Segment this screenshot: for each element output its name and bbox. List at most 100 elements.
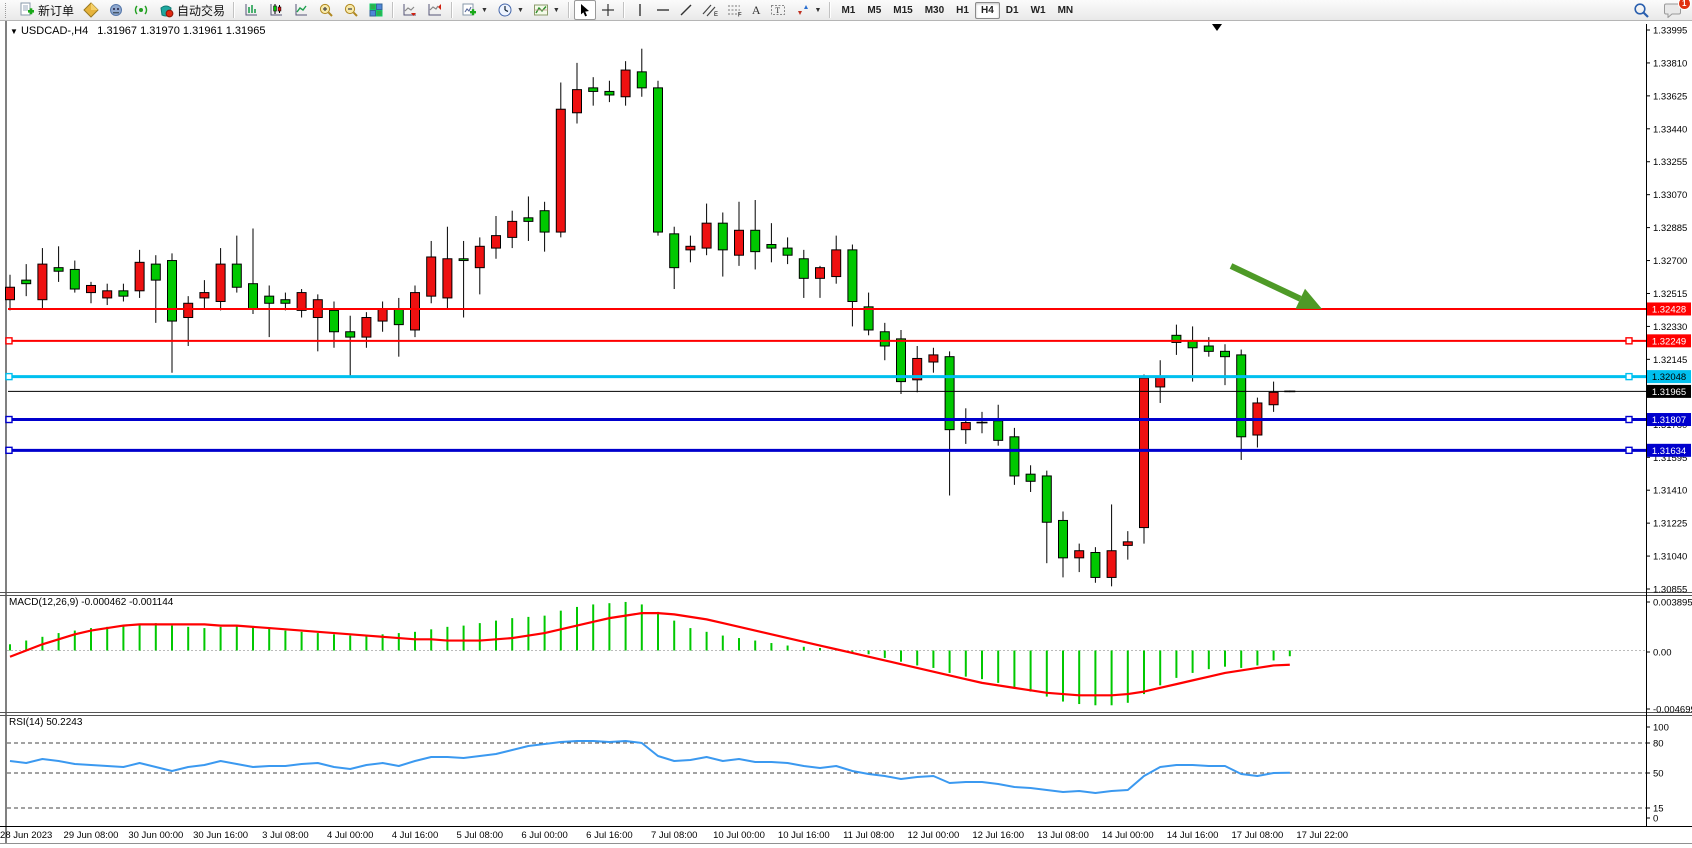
toolbar-separator — [451, 2, 454, 18]
timeframe-m30-button[interactable]: M30 — [924, 4, 945, 16]
time-axis-label: 7 Jul 08:00 — [651, 830, 697, 841]
candle-body-down — [1009, 436, 1020, 477]
line-anchor-handle[interactable] — [5, 415, 13, 424]
time-axis-label: 10 Jul 00:00 — [713, 830, 765, 841]
auto-trading-button[interactable]: 自动交易 — [154, 0, 229, 20]
indicators-button[interactable]: ▼ — [529, 0, 564, 20]
chart-dropdown-icon[interactable]: ▼ — [10, 27, 18, 36]
fibonacci-tool[interactable]: F — [723, 0, 747, 20]
timeframe-m1-button[interactable]: M1 — [841, 4, 856, 16]
line-anchor-handle[interactable] — [5, 372, 13, 381]
time-axis-label: 30 Jun 16:00 — [193, 830, 248, 841]
auto-scroll-button[interactable] — [398, 0, 422, 20]
cursor-button[interactable] — [573, 0, 596, 20]
chart-window[interactable] — [0, 21, 1692, 848]
line-anchor-handle[interactable] — [1625, 446, 1633, 455]
time-axis-label: 12 Jul 00:00 — [908, 830, 960, 841]
timeframe-h4-button[interactable]: H4 — [974, 1, 1000, 19]
notifications-button[interactable]: 1 — [1660, 0, 1691, 20]
price-tag-label: 1.32048 — [1652, 372, 1686, 383]
signals-button[interactable] — [129, 0, 153, 20]
trendline-tool[interactable] — [675, 0, 697, 20]
mql-community-button[interactable] — [79, 0, 103, 20]
svg-text:T: T — [775, 6, 780, 15]
candle-body-down — [345, 331, 356, 338]
timeframe-mn-button[interactable]: MN — [1057, 4, 1074, 16]
zoom-out-button[interactable] — [339, 0, 363, 20]
channel-icon: E — [702, 3, 718, 17]
line-chart-button[interactable] — [289, 0, 313, 20]
candlestick-chart-button[interactable] — [264, 0, 288, 20]
candle-body-up — [572, 89, 582, 114]
price-axis-label: 1.31225 — [1653, 519, 1687, 530]
line-anchor-handle[interactable] — [1625, 372, 1633, 381]
time-axis-label: 6 Jul 16:00 — [586, 830, 632, 841]
crosshair-button[interactable] — [597, 0, 619, 20]
scale-fix-marker-icon[interactable] — [1212, 24, 1222, 31]
candle-body-up — [102, 290, 113, 299]
candle-body-up — [134, 261, 145, 292]
price-axis-label: 1.31040 — [1653, 552, 1687, 563]
price-axis-label: 1.32885 — [1653, 223, 1687, 234]
chevron-down-icon: ▼ — [552, 6, 560, 14]
timeframe-m5-button[interactable]: M5 — [867, 4, 882, 16]
price-tag — [1647, 443, 1691, 457]
candle-body-down — [280, 299, 291, 304]
toolbar-separator — [392, 2, 395, 18]
expert-advisor-button[interactable] — [104, 0, 128, 20]
arrow-annotation-shaft[interactable] — [1229, 263, 1302, 302]
candle-body-down — [1041, 475, 1052, 523]
zoom-in-button[interactable] — [314, 0, 338, 20]
timeframe-m15-button[interactable]: M15 — [893, 4, 913, 16]
price-axis-label: 1.32515 — [1653, 289, 1687, 300]
candle-body-down — [782, 247, 793, 256]
tile-windows-icon — [368, 2, 384, 18]
price-tag-label: 1.32428 — [1652, 304, 1686, 315]
time-axis-label: 3 Jul 08:00 — [262, 830, 308, 841]
price-tag-label: 1.31965 — [1652, 387, 1686, 398]
candle-body-down — [863, 306, 874, 331]
candle-body-up — [1139, 377, 1149, 529]
timeframe-w1-button[interactable]: W1 — [1030, 4, 1046, 16]
line-anchor-handle[interactable] — [5, 337, 13, 345]
time-axis-label: 30 Jun 00:00 — [128, 830, 183, 841]
text-tool[interactable]: A — [748, 0, 765, 20]
timeframe-d1-button[interactable]: D1 — [1005, 4, 1019, 16]
chevron-down-icon: ▼ — [481, 6, 488, 14]
candle-body-up — [361, 317, 372, 338]
candle-body-down — [1025, 473, 1036, 482]
candle-body-down — [879, 331, 890, 347]
price-axis-label: 1.33995 — [1653, 26, 1687, 37]
line-anchor-handle[interactable] — [5, 446, 13, 455]
candle-body-up — [410, 292, 420, 331]
bar-chart-button[interactable] — [239, 0, 263, 20]
line-anchor-handle[interactable] — [1625, 337, 1633, 345]
search-icon — [1633, 2, 1650, 19]
arrow-annotation-head[interactable] — [1295, 288, 1322, 309]
line-anchor-handle[interactable] — [1625, 415, 1633, 424]
candlestick-chart-icon — [268, 2, 284, 18]
vertical-line-tool[interactable] — [629, 0, 651, 20]
timeframe-h1-button[interactable]: H1 — [956, 4, 969, 16]
chart-shift-button[interactable] — [423, 0, 447, 20]
rsi-axis-label: 80 — [1653, 739, 1664, 750]
new-order-button[interactable]: 新订单 — [15, 0, 78, 20]
time-axis-label: 4 Jul 16:00 — [392, 830, 438, 841]
time-axis-label: 10 Jul 16:00 — [778, 830, 830, 841]
toolbar-separator — [567, 2, 570, 18]
horizontal-line-tool[interactable] — [652, 0, 674, 20]
tile-windows-button[interactable] — [364, 0, 388, 20]
search-button[interactable] — [1629, 0, 1654, 20]
new-chart-button[interactable]: ▼ — [457, 0, 492, 20]
text-tool-icon: A — [751, 2, 761, 17]
candle-body-up — [1268, 391, 1279, 406]
periods-button[interactable]: ▼ — [493, 0, 528, 20]
text-label-tool[interactable]: T — [766, 0, 790, 20]
zoom-in-icon — [318, 2, 334, 18]
candle-body-up — [426, 256, 437, 297]
equidistant-channel-tool[interactable]: E — [698, 0, 722, 20]
price-tag — [1647, 413, 1691, 427]
candle-body-up — [442, 258, 453, 299]
arrows-tool[interactable]: ▼ — [791, 0, 826, 20]
